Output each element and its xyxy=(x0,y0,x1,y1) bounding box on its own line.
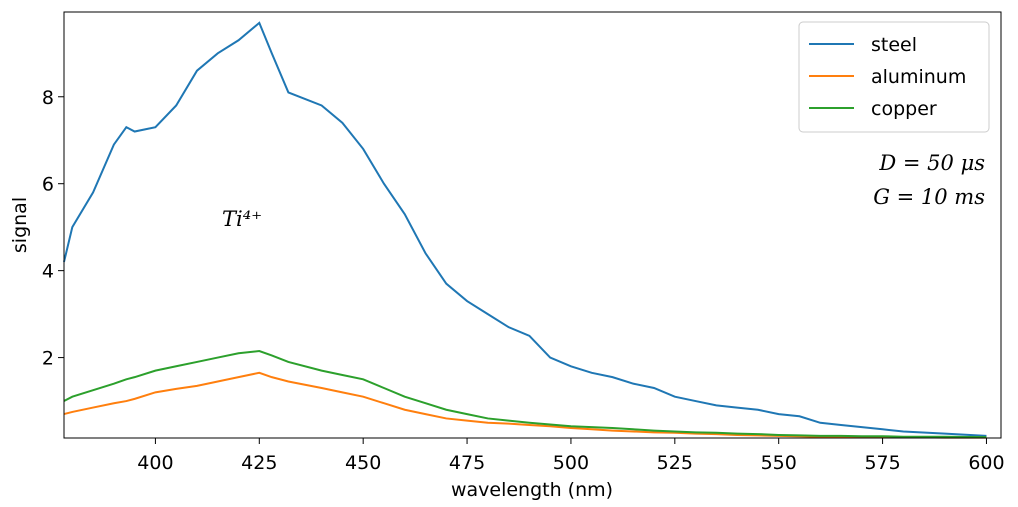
legend-label: copper xyxy=(871,98,937,120)
x-tick-label: 575 xyxy=(864,452,900,474)
y-tick-label: 8 xyxy=(42,87,54,109)
y-tick-label: 4 xyxy=(42,261,54,283)
x-tick-label: 450 xyxy=(345,452,381,474)
x-tick-label: 400 xyxy=(137,452,173,474)
legend-label: steel xyxy=(871,34,917,56)
x-tick-label: 500 xyxy=(553,452,589,474)
x-tick-label: 425 xyxy=(241,452,277,474)
legend-label: aluminum xyxy=(871,66,966,88)
series-line xyxy=(63,21,987,437)
x-tick-label: 600 xyxy=(968,452,1004,474)
annotation: Ti⁴⁺ xyxy=(222,207,262,231)
x-axis-label: wavelength (nm) xyxy=(451,479,613,501)
legend-box xyxy=(798,21,990,133)
plot-frame xyxy=(63,11,1002,439)
x-tick-label: 475 xyxy=(449,452,485,474)
annotation: D = 50 μs xyxy=(878,151,985,175)
y-tick-label: 6 xyxy=(42,174,54,196)
x-tick-label: 550 xyxy=(761,452,797,474)
y-axis-label: signal xyxy=(9,197,31,253)
x-tick-label: 525 xyxy=(657,452,693,474)
y-tick-label: 2 xyxy=(42,348,54,370)
annotation: G = 10 ms xyxy=(873,185,985,209)
series-line xyxy=(63,350,987,439)
